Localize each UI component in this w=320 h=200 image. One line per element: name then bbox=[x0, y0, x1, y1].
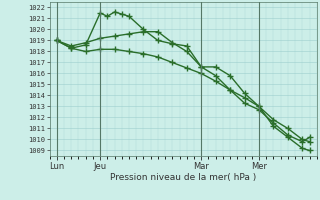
X-axis label: Pression niveau de la mer( hPa ): Pression niveau de la mer( hPa ) bbox=[110, 173, 256, 182]
